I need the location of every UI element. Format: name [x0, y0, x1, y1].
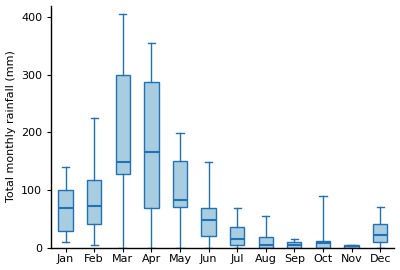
PathPatch shape — [58, 190, 73, 231]
PathPatch shape — [344, 245, 359, 248]
PathPatch shape — [87, 180, 101, 224]
PathPatch shape — [316, 241, 330, 248]
PathPatch shape — [144, 82, 158, 208]
PathPatch shape — [202, 208, 216, 236]
Y-axis label: Total monthly rainfall (mm): Total monthly rainfall (mm) — [6, 50, 16, 202]
PathPatch shape — [230, 227, 244, 245]
PathPatch shape — [373, 224, 387, 242]
PathPatch shape — [116, 75, 130, 174]
PathPatch shape — [259, 237, 273, 248]
PathPatch shape — [287, 242, 302, 248]
PathPatch shape — [173, 161, 187, 207]
